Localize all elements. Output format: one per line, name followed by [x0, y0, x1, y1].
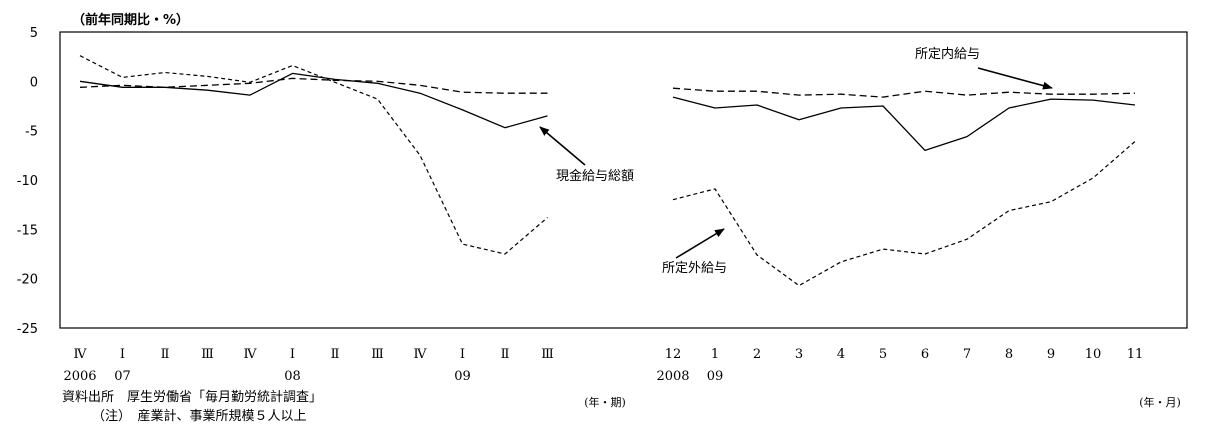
x-tick-label: 3 — [795, 347, 803, 362]
x-tick-label: Ⅰ — [120, 347, 125, 362]
x-tick-label: Ⅳ — [74, 347, 88, 362]
y-tick-label: 0 — [30, 75, 38, 90]
x-tick-label: 1 — [711, 347, 719, 362]
line-chart: （前年同期比・%） 5 0 -5 -10 -15 -20 -25 Ⅳ Ⅰ Ⅱ Ⅲ Ⅳ Ⅰ Ⅱ Ⅲ Ⅳ Ⅰ Ⅱ Ⅲ 2… — [17, 12, 1188, 409]
series-line-cash-total-quarterly — [79, 72, 548, 129]
x-year-label: 09 — [707, 369, 724, 384]
annotation-arrow-scheduled — [977, 67, 1053, 90]
x-year-label: 2008 — [656, 369, 689, 384]
annotation-label-overtime: 所定外給与 — [662, 261, 727, 276]
x-year-label: 09 — [454, 369, 471, 384]
series-lines — [79, 55, 1136, 287]
x-tick-label: Ⅱ — [331, 347, 340, 362]
x-year-label: 07 — [114, 369, 131, 384]
y-axis: 5 0 -5 -10 -15 -20 -25 — [17, 26, 38, 337]
x-tick-label: Ⅲ — [201, 347, 214, 362]
annotation-label-cash-total: 現金給与総額 — [556, 168, 634, 184]
x-tick-label: 10 — [1085, 347, 1102, 362]
x-tick-label: Ⅳ — [244, 347, 258, 362]
x-tick-label: 12 — [665, 347, 682, 362]
x-tick-label: 7 — [963, 347, 971, 362]
y-tick-label: -20 — [17, 273, 38, 288]
x-tick-label: Ⅱ — [501, 347, 510, 362]
x-year-label: 08 — [284, 369, 301, 384]
y-unit-label: （前年同期比・%） — [72, 12, 189, 28]
plot-frame — [59, 31, 1188, 329]
x-tick-label: Ⅱ — [161, 347, 170, 362]
y-tick-label: -5 — [25, 125, 38, 140]
x-tick-label: 6 — [921, 347, 929, 362]
y-tick-label: -15 — [17, 223, 38, 238]
series-line-scheduled-quarterly — [79, 77, 548, 94]
x-tick-label: 9 — [1047, 347, 1055, 362]
annotation-label-scheduled: 所定内給与 — [915, 46, 980, 62]
source-note: 資料出所 厚生労働省「毎月勤労統計調査」 — [62, 390, 323, 405]
x-tick-label: 5 — [879, 347, 887, 362]
x-tick-label: Ⅰ — [290, 347, 295, 362]
series-line-scheduled-monthly — [672, 87, 1136, 98]
x-tick-label: 8 — [1005, 347, 1013, 362]
series-line-cash-total-monthly — [672, 96, 1136, 152]
y-tick-label: -10 — [17, 174, 38, 189]
x-unit-label: (年・期) — [584, 395, 626, 409]
annotation-arrow-cash-total — [539, 126, 586, 166]
annotation-arrow-overtime — [675, 228, 725, 259]
x-tick-label: 2 — [753, 347, 761, 362]
series-line-overtime-monthly — [672, 141, 1136, 287]
x-tick-label: Ⅰ — [460, 347, 465, 362]
x-unit-label: (年・月) — [1139, 395, 1181, 409]
x-tick-label: Ⅲ — [541, 347, 554, 362]
x-tick-label: Ⅲ — [371, 347, 384, 362]
x-year-label: 2006 — [63, 369, 96, 384]
x-tick-label: 11 — [1127, 347, 1144, 362]
series-line-overtime-quarterly — [79, 55, 548, 255]
y-tick-label: -25 — [17, 322, 38, 337]
y-tick-label: 5 — [30, 26, 38, 41]
x-tick-label: 4 — [837, 347, 845, 362]
x-tick-label: Ⅳ — [414, 347, 428, 362]
